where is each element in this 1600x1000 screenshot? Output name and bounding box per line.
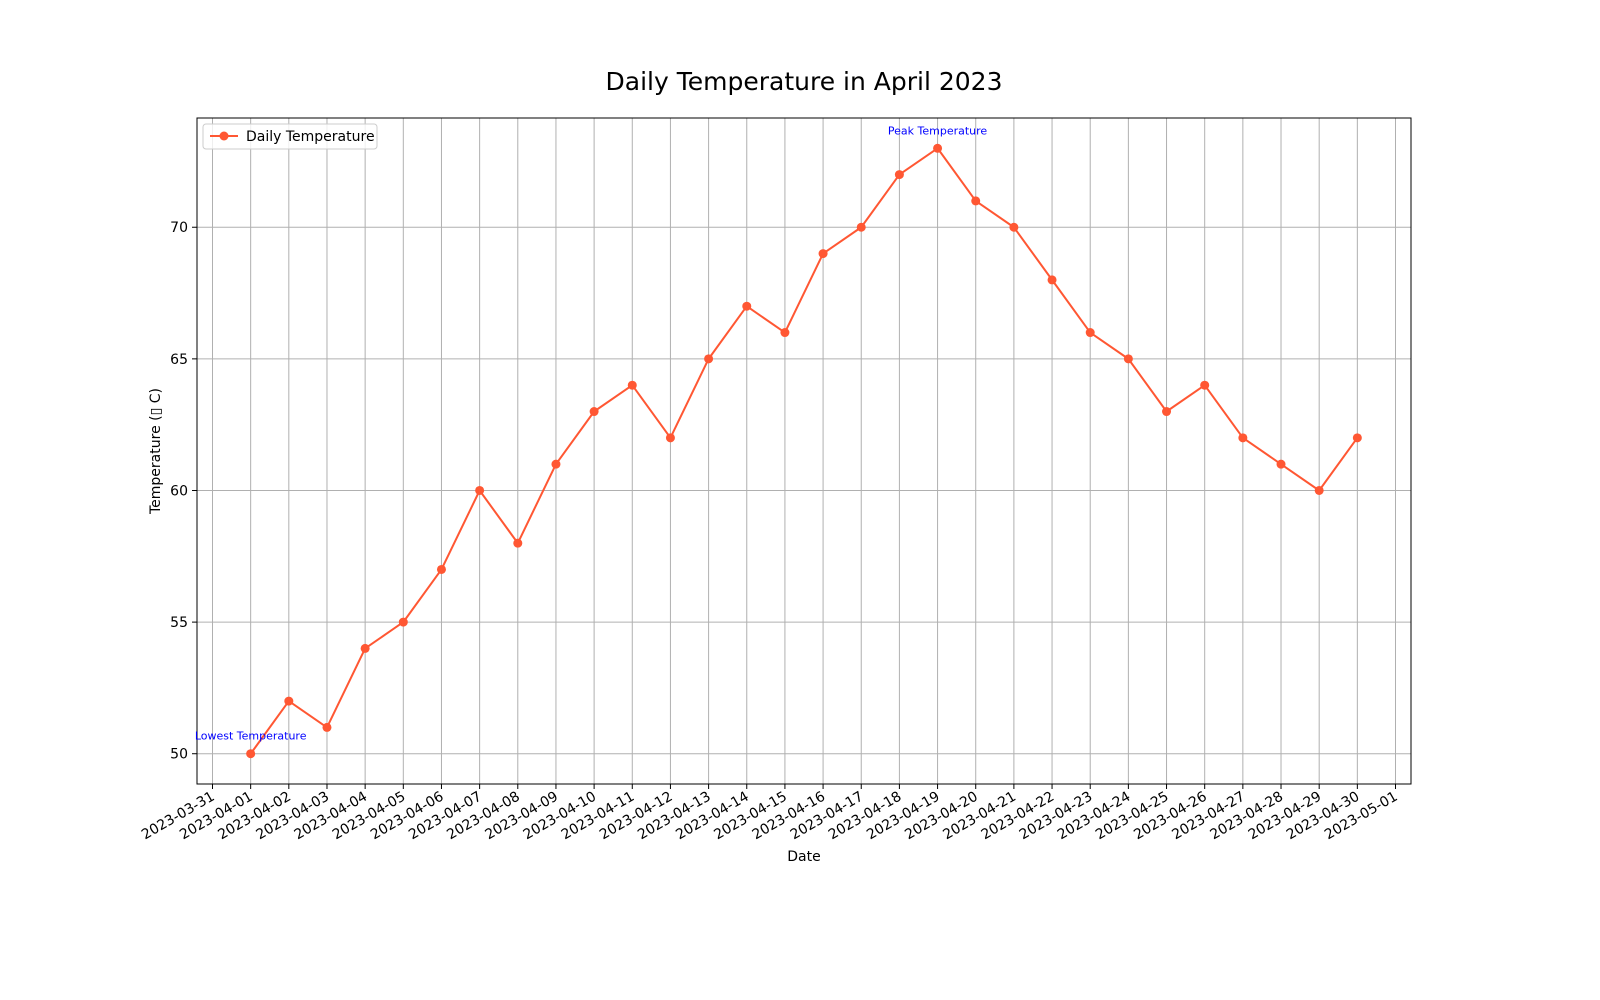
- data-point: [856, 222, 866, 232]
- data-point: [780, 328, 790, 338]
- x-axis-label: Date: [787, 849, 820, 865]
- data-point: [742, 301, 752, 311]
- data-point: [665, 433, 675, 443]
- legend: Daily Temperature: [202, 123, 378, 150]
- data-point: [513, 538, 523, 548]
- data-point: [398, 617, 408, 627]
- data-point: [1123, 354, 1133, 364]
- data-point: [1200, 380, 1210, 390]
- data-point: [1009, 222, 1019, 232]
- data-point: [1314, 485, 1324, 495]
- series-line-daily-temperature: [249, 147, 1359, 755]
- annotations: Peak Temperature Lowest Temperature: [195, 124, 988, 742]
- data-point: [1047, 275, 1057, 285]
- data-point: [360, 643, 370, 653]
- data-point: [551, 459, 561, 469]
- data-point: [246, 749, 256, 759]
- data-point: [1162, 407, 1172, 417]
- legend-entry-daily-temperature: Daily Temperature: [246, 129, 375, 145]
- plot-frame: [196, 117, 1412, 785]
- legend-box: [202, 123, 378, 150]
- data-point: [627, 380, 637, 390]
- y-tick-label: 50: [170, 747, 188, 763]
- data-point: [589, 407, 599, 417]
- data-point: [894, 170, 904, 180]
- y-tick-label: 70: [170, 220, 188, 236]
- y-tick-label: 55: [170, 615, 188, 631]
- y-axis-label: Temperature (▯ C): [148, 388, 164, 515]
- data-point: [322, 722, 332, 732]
- annotation-label: Lowest Temperature: [195, 730, 307, 743]
- y-tick-label: 60: [170, 483, 188, 499]
- data-point: [818, 249, 828, 259]
- data-point: [933, 143, 943, 153]
- data-point: [704, 354, 714, 364]
- legend-marker-swatch: [219, 131, 229, 141]
- chart-title: Daily Temperature in April 2023: [606, 67, 1003, 96]
- data-point: [436, 564, 446, 574]
- data-point: [1352, 433, 1362, 443]
- data-point: [971, 196, 981, 206]
- data-point: [475, 485, 485, 495]
- y-tick-label: 65: [170, 352, 188, 368]
- data-point: [284, 696, 294, 706]
- data-point: [1238, 433, 1248, 443]
- data-point: [1276, 459, 1286, 469]
- series-layer: [246, 143, 1362, 759]
- grid-lines: [197, 118, 1411, 784]
- data-point: [1085, 328, 1095, 338]
- annotation-label: Peak Temperature: [888, 124, 988, 137]
